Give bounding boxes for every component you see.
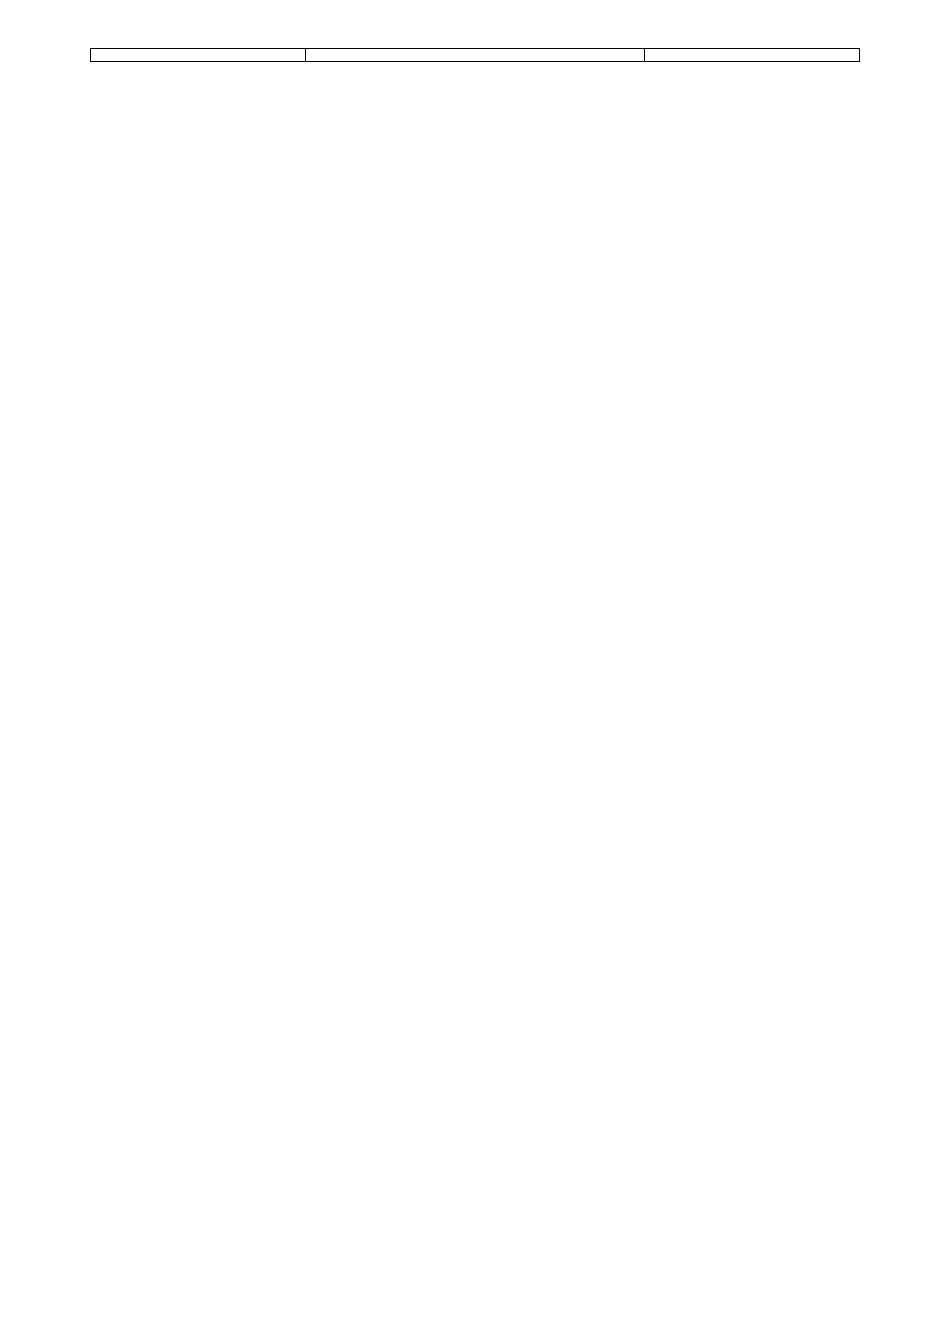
header-left-cell bbox=[91, 49, 306, 62]
chart2-container bbox=[90, 427, 860, 647]
page-header-table bbox=[90, 48, 860, 62]
header-right-cell bbox=[644, 49, 859, 62]
chart2-bar3d-chart bbox=[215, 427, 735, 647]
header-mid-cell bbox=[306, 49, 644, 62]
chart1-bar-chart bbox=[205, 122, 745, 377]
chart1-container bbox=[90, 122, 860, 377]
